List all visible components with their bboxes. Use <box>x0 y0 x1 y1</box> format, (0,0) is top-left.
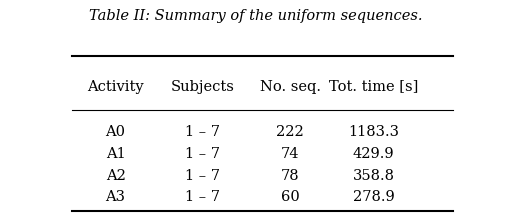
Text: 1183.3: 1183.3 <box>348 125 399 139</box>
Text: 278.9: 278.9 <box>353 190 394 204</box>
Text: Subjects: Subjects <box>171 80 235 94</box>
Text: 60: 60 <box>281 190 300 204</box>
Text: Tot. time [s]: Tot. time [s] <box>329 80 418 94</box>
Text: 222: 222 <box>276 125 304 139</box>
Text: A0: A0 <box>105 125 125 139</box>
Text: 74: 74 <box>281 147 300 161</box>
Text: 358.8: 358.8 <box>352 169 395 182</box>
Text: 1 – 7: 1 – 7 <box>185 125 220 139</box>
Text: No. seq.: No. seq. <box>260 80 321 94</box>
Text: 429.9: 429.9 <box>353 147 394 161</box>
Text: Activity: Activity <box>87 80 144 94</box>
Text: A2: A2 <box>105 169 125 182</box>
Text: 1 – 7: 1 – 7 <box>185 147 220 161</box>
Text: A1: A1 <box>105 147 125 161</box>
Text: 1 – 7: 1 – 7 <box>185 169 220 182</box>
Text: 78: 78 <box>281 169 300 182</box>
Text: A3: A3 <box>105 190 125 204</box>
Text: Table II: Summary of the uniform sequences.: Table II: Summary of the uniform sequenc… <box>89 9 423 23</box>
Text: 1 – 7: 1 – 7 <box>185 190 220 204</box>
